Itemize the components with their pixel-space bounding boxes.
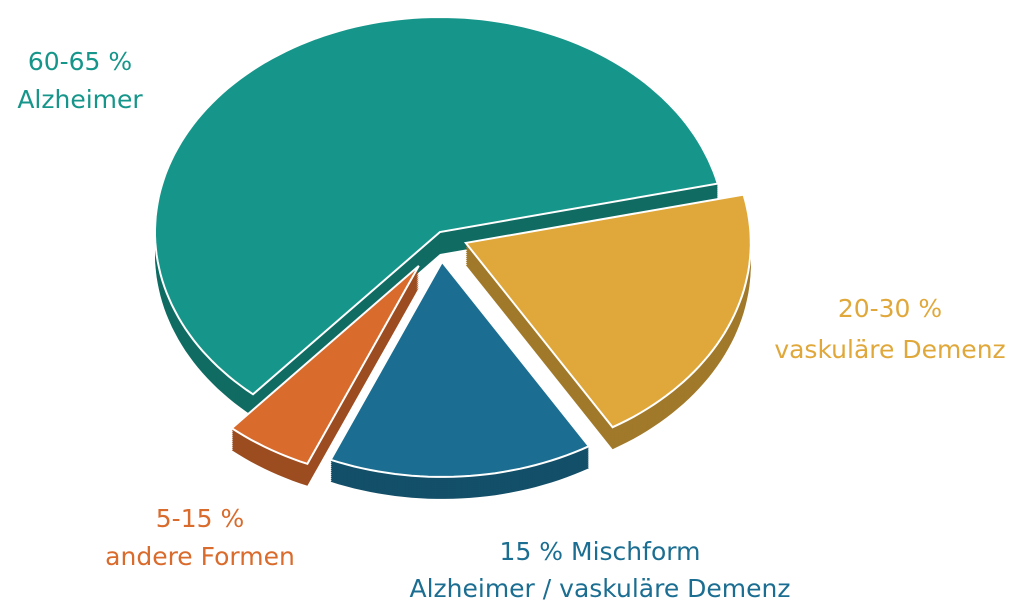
slice: [230, 265, 420, 466]
value-label: 20-30 %: [838, 294, 942, 323]
slice: [329, 260, 591, 478]
category-label: Alzheimer: [17, 85, 143, 114]
category-label: andere Formen: [105, 542, 295, 571]
category-label: vaskuläre Demenz: [774, 335, 1005, 364]
category-label: Alzheimer / vaskuläre Demenz: [409, 574, 790, 603]
value-label: 15 % Mischform: [500, 537, 701, 566]
slice: [154, 15, 720, 396]
slice: [463, 193, 752, 429]
value-label: 5-15 %: [156, 504, 244, 533]
value-label: 60-65 %: [28, 47, 132, 76]
